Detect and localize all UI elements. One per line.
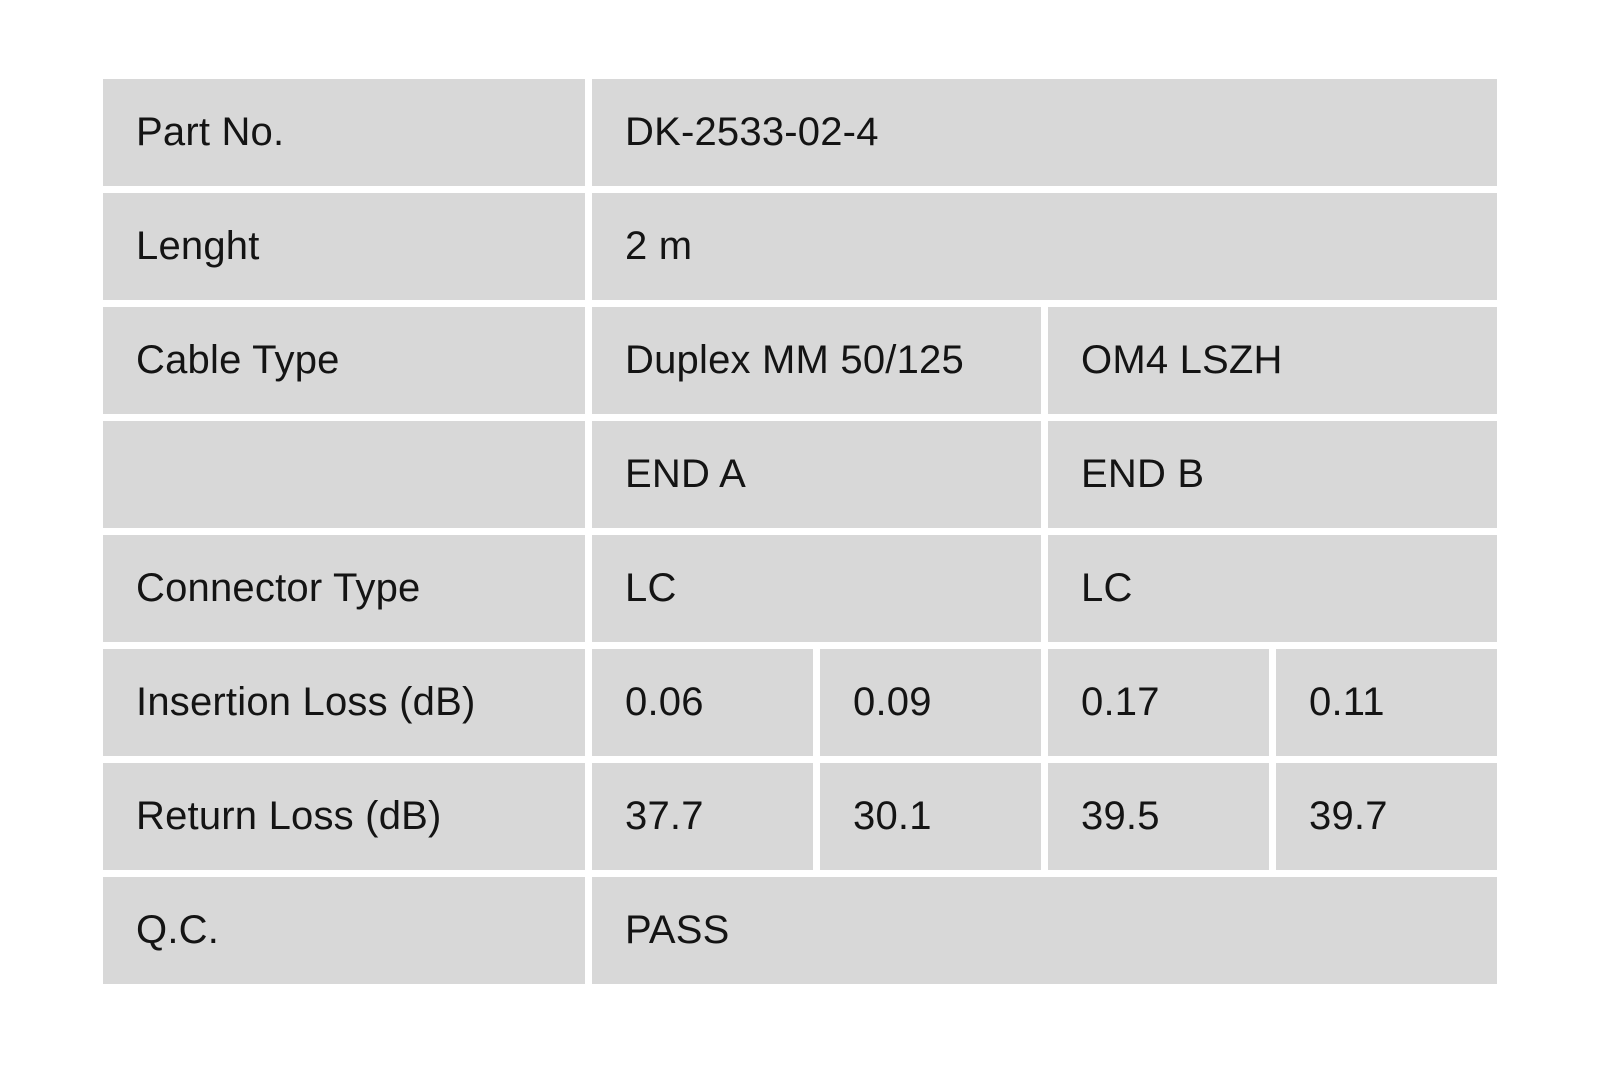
connector-type-label: Connector Type [103,535,585,642]
cable-type-value-right: OM4 LSZH [1048,307,1497,414]
return-loss-end-a-2: 30.1 [820,763,1041,870]
insertion-loss-end-b-2: 0.11 [1276,649,1497,756]
qc-label: Q.C. [103,877,585,984]
end-b-header: END B [1048,421,1497,528]
length-value: 2 m [592,193,1497,300]
qc-value: PASS [592,877,1497,984]
insertion-loss-label: Insertion Loss (dB) [103,649,585,756]
insertion-loss-end-b-1: 0.17 [1048,649,1269,756]
return-loss-end-b-2: 39.7 [1276,763,1497,870]
connector-type-end-a: LC [592,535,1041,642]
part-no-label: Part No. [103,79,585,186]
insertion-loss-end-a-1: 0.06 [592,649,813,756]
return-loss-end-b-1: 39.5 [1048,763,1269,870]
ends-empty-cell [103,421,585,528]
spec-table: Part No. DK-2533-02-4 Lenght 2 m Cable T… [103,79,1497,984]
connector-type-end-b: LC [1048,535,1497,642]
length-label: Lenght [103,193,585,300]
return-loss-label: Return Loss (dB) [103,763,585,870]
part-no-value: DK-2533-02-4 [592,79,1497,186]
end-a-header: END A [592,421,1041,528]
return-loss-end-a-1: 37.7 [592,763,813,870]
insertion-loss-end-a-2: 0.09 [820,649,1041,756]
cable-type-value-left: Duplex MM 50/125 [592,307,1041,414]
cable-type-label: Cable Type [103,307,585,414]
